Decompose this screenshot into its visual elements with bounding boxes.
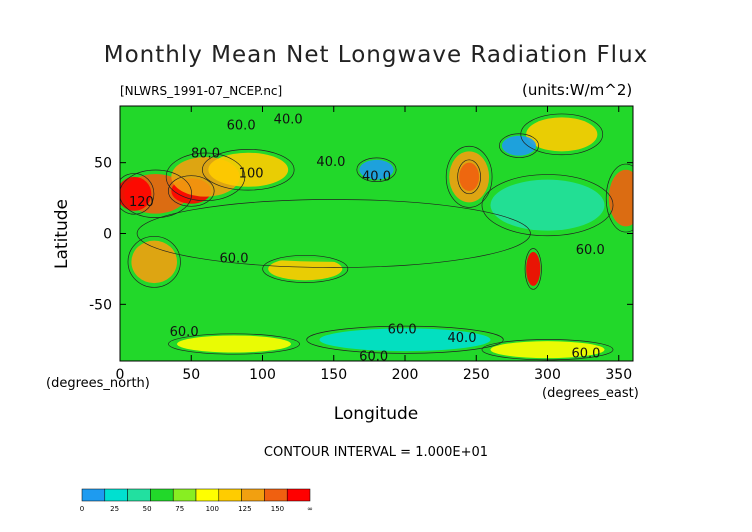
- contour-interval-label: CONTOUR INTERVAL = 1.000E+01: [263, 445, 489, 460]
- colorbar-tick-label: 75: [175, 505, 184, 513]
- x-axis-unit-label: (degrees_east): [542, 386, 639, 401]
- field-region: [526, 251, 541, 286]
- colorbar-tick-label: 0: [80, 505, 84, 513]
- field-region: [490, 179, 605, 231]
- y-tick-label: -50: [89, 297, 112, 313]
- contour-line: [445, 145, 493, 208]
- y-tick-label: 50: [94, 156, 112, 172]
- units-label: (units:W/m^2): [522, 81, 633, 99]
- contour-line: [120, 173, 155, 215]
- contour-label: 40.0: [448, 331, 477, 346]
- x-axis-label: Longitude: [333, 404, 419, 424]
- contour-line: [520, 113, 604, 156]
- colorbar-swatch: [241, 488, 265, 502]
- contour-label: 40.0: [362, 169, 391, 184]
- contour-label: 60.0: [576, 243, 605, 258]
- colorbar-tick-label: 100: [206, 505, 219, 513]
- contour-label: 60.0: [220, 252, 249, 267]
- field-region: [162, 205, 505, 262]
- colorbar-swatch: [286, 488, 311, 502]
- contour-label: 120: [129, 195, 154, 210]
- contour-label: 80.0: [191, 147, 220, 162]
- field-region: [459, 162, 480, 191]
- x-tick-label: 150: [320, 367, 347, 383]
- colorbar-swatch: [218, 488, 242, 502]
- contour-label: 60.0: [359, 349, 388, 364]
- x-tick-label: 350: [605, 367, 632, 383]
- x-tick-label: 0: [116, 367, 125, 383]
- colorbar-tick-label: 25: [110, 505, 119, 513]
- field-region: [608, 169, 633, 227]
- field-region: [268, 257, 343, 281]
- chart-title: Monthly Mean Net Longwave Radiation Flux: [103, 42, 649, 68]
- field-region: [490, 341, 605, 359]
- contour-line: [605, 163, 633, 233]
- x-tick-label: 200: [392, 367, 419, 383]
- contour-label: 60.0: [571, 346, 600, 361]
- contour-line: [457, 159, 481, 195]
- contour-line: [356, 157, 397, 183]
- colorbar-swatch: [264, 488, 288, 502]
- x-tick-label: 50: [182, 367, 200, 383]
- contour-line: [167, 175, 215, 207]
- contour-line: [262, 254, 349, 283]
- contour-line: [202, 149, 295, 191]
- field-region: [319, 328, 491, 352]
- field-region: [131, 240, 177, 284]
- colorbar-swatch: [172, 488, 197, 502]
- contour-label: 60.0: [388, 322, 417, 337]
- colorbar-swatch: [81, 488, 106, 502]
- contour-label: 100: [239, 167, 264, 182]
- contour-label: 60.0: [227, 118, 256, 133]
- colorbar-swatch: [127, 488, 151, 502]
- colorbar-tick-label: 150: [271, 505, 284, 513]
- contour-label: 40.0: [316, 155, 345, 170]
- colorbar-tick-label: ∞: [307, 505, 313, 513]
- field-region: [120, 176, 152, 211]
- x-tick-label: 100: [249, 367, 276, 383]
- contour-line: [498, 133, 540, 158]
- field-region: [501, 135, 537, 156]
- contour-line: [168, 333, 300, 355]
- contour-line: [136, 199, 531, 268]
- contour-label: 40.0: [274, 113, 303, 128]
- field-region: [208, 152, 289, 187]
- field-region: [177, 335, 291, 353]
- field-region: [359, 159, 394, 180]
- file-label: [NLWRS_1991-07_NCEP.nc]: [120, 84, 283, 98]
- colorbar-tick-label: 50: [143, 505, 152, 513]
- y-tick-label: 0: [103, 227, 112, 243]
- y-axis-unit-label: (degrees_north): [46, 376, 150, 391]
- contour-line: [524, 248, 542, 290]
- contour-line: [481, 174, 614, 237]
- colorbar-swatch: [150, 488, 174, 502]
- contour-line: [165, 152, 246, 201]
- contour-line: [120, 169, 193, 218]
- contour-line: [306, 325, 504, 354]
- field-region: [526, 117, 598, 152]
- x-tick-label: 250: [463, 367, 490, 383]
- colorbar-tick-label: 125: [238, 505, 251, 513]
- colorbar-swatch: [195, 488, 220, 502]
- contour-label: 60.0: [170, 325, 199, 340]
- colorbar-swatch: [104, 488, 128, 502]
- contour-line: [127, 235, 181, 288]
- x-tick-label: 300: [534, 367, 561, 383]
